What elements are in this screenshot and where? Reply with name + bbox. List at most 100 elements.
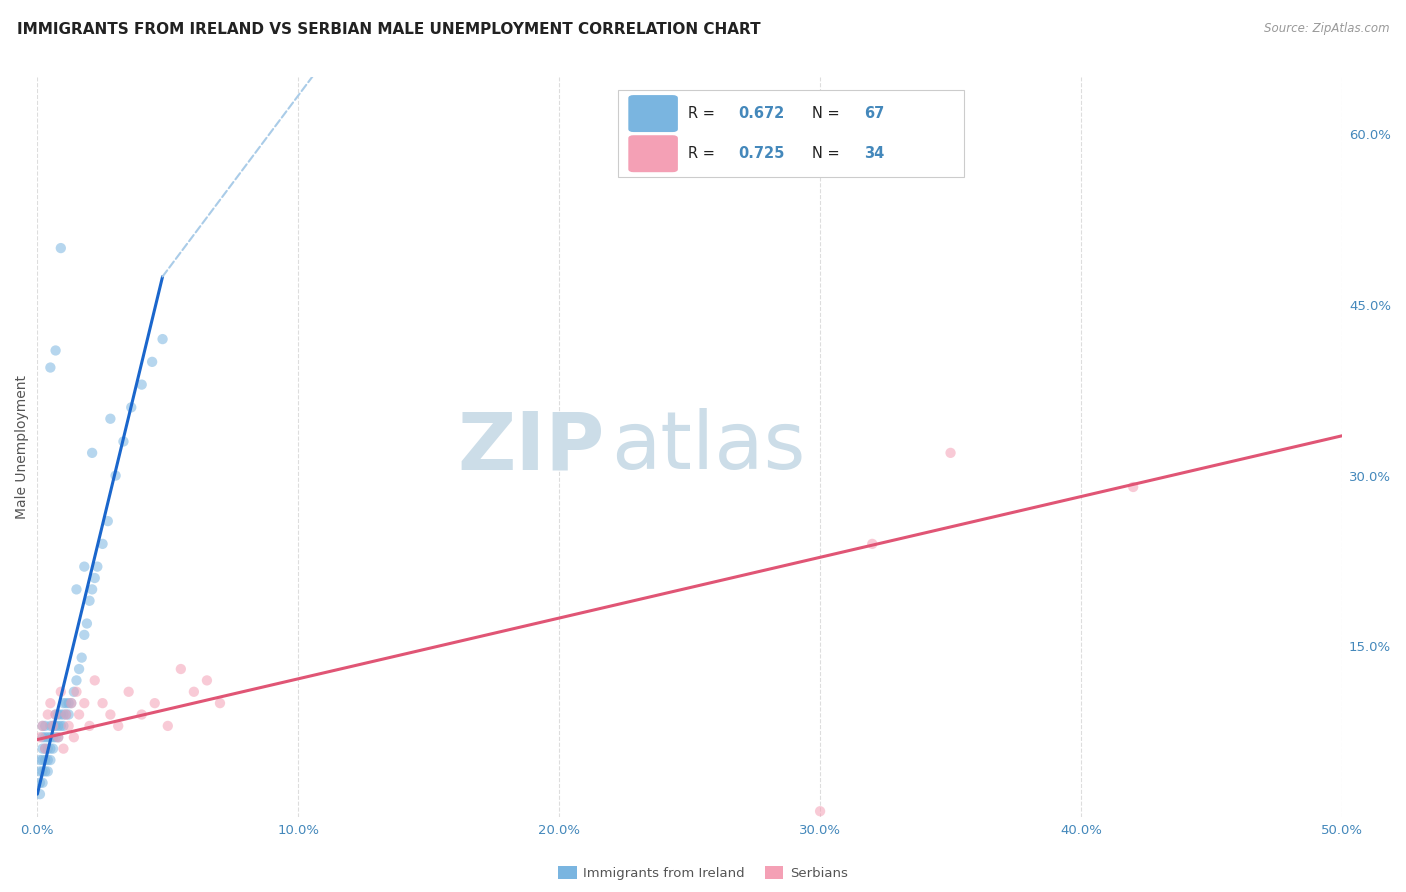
Point bbox=[65, 685, 87, 699]
Point bbox=[131, 377, 153, 392]
Point bbox=[45, 707, 67, 722]
Point bbox=[91, 537, 114, 551]
Text: ZIP: ZIP bbox=[457, 409, 605, 486]
Point bbox=[58, 696, 80, 710]
Point bbox=[143, 696, 166, 710]
Point bbox=[65, 673, 87, 688]
Point bbox=[100, 411, 122, 425]
Point bbox=[46, 707, 69, 722]
Point bbox=[39, 696, 62, 710]
Point bbox=[195, 673, 218, 688]
Point bbox=[70, 650, 93, 665]
Point bbox=[86, 559, 108, 574]
Text: N =: N = bbox=[813, 106, 845, 121]
Text: N =: N = bbox=[813, 146, 845, 161]
Point bbox=[55, 707, 77, 722]
Point bbox=[28, 753, 51, 767]
Point bbox=[183, 685, 205, 699]
Point bbox=[31, 741, 53, 756]
Point bbox=[39, 753, 62, 767]
Point bbox=[73, 559, 96, 574]
Text: Source: ZipAtlas.com: Source: ZipAtlas.com bbox=[1264, 22, 1389, 36]
Point bbox=[45, 707, 67, 722]
Point bbox=[34, 741, 56, 756]
Point bbox=[31, 719, 53, 733]
Point bbox=[34, 719, 56, 733]
FancyBboxPatch shape bbox=[628, 136, 678, 172]
Text: 34: 34 bbox=[865, 146, 884, 161]
Point bbox=[860, 537, 883, 551]
Point bbox=[28, 764, 51, 779]
Point bbox=[118, 685, 141, 699]
Point bbox=[34, 731, 56, 745]
Y-axis label: Male Unemployment: Male Unemployment bbox=[15, 376, 30, 519]
Point bbox=[58, 707, 80, 722]
Point bbox=[67, 707, 90, 722]
Point bbox=[37, 707, 59, 722]
Point bbox=[49, 241, 72, 255]
Point bbox=[49, 707, 72, 722]
Point bbox=[104, 468, 127, 483]
Point bbox=[83, 673, 105, 688]
Point bbox=[39, 719, 62, 733]
Point bbox=[1122, 480, 1144, 494]
Point bbox=[55, 707, 77, 722]
FancyBboxPatch shape bbox=[628, 95, 678, 132]
Point bbox=[37, 764, 59, 779]
Point bbox=[34, 764, 56, 779]
Point bbox=[39, 741, 62, 756]
Point bbox=[73, 628, 96, 642]
FancyBboxPatch shape bbox=[617, 90, 963, 178]
Text: IMMIGRANTS FROM IRELAND VS SERBIAN MALE UNEMPLOYMENT CORRELATION CHART: IMMIGRANTS FROM IRELAND VS SERBIAN MALE … bbox=[17, 22, 761, 37]
Point bbox=[100, 707, 122, 722]
Point bbox=[31, 764, 53, 779]
Point bbox=[60, 696, 83, 710]
Point bbox=[31, 719, 53, 733]
Point bbox=[141, 355, 163, 369]
Point bbox=[46, 731, 69, 745]
Point bbox=[42, 719, 65, 733]
Point bbox=[31, 776, 53, 790]
Legend: Immigrants from Ireland, Serbians: Immigrants from Ireland, Serbians bbox=[553, 861, 853, 886]
Point bbox=[91, 696, 114, 710]
Point bbox=[45, 719, 67, 733]
Text: 0.672: 0.672 bbox=[738, 106, 785, 121]
Point bbox=[808, 804, 831, 818]
Point bbox=[82, 582, 104, 597]
Point bbox=[45, 731, 67, 745]
Point bbox=[52, 741, 75, 756]
Point bbox=[34, 741, 56, 756]
Point bbox=[152, 332, 174, 346]
Point bbox=[79, 719, 101, 733]
Point bbox=[46, 719, 69, 733]
Point bbox=[28, 787, 51, 801]
Point bbox=[46, 731, 69, 745]
Text: 0.725: 0.725 bbox=[738, 146, 785, 161]
Point bbox=[65, 582, 87, 597]
Point bbox=[52, 719, 75, 733]
Point bbox=[76, 616, 98, 631]
Point bbox=[939, 446, 962, 460]
Point bbox=[28, 776, 51, 790]
Point bbox=[156, 719, 179, 733]
Point bbox=[73, 696, 96, 710]
Point bbox=[131, 707, 153, 722]
Point bbox=[49, 719, 72, 733]
Point bbox=[31, 731, 53, 745]
Point bbox=[42, 741, 65, 756]
Text: 67: 67 bbox=[865, 106, 884, 121]
Point bbox=[45, 343, 67, 358]
Text: atlas: atlas bbox=[612, 409, 806, 486]
Point bbox=[107, 719, 129, 733]
Point bbox=[37, 731, 59, 745]
Point bbox=[31, 753, 53, 767]
Point bbox=[37, 741, 59, 756]
Text: R =: R = bbox=[689, 106, 720, 121]
Point bbox=[34, 753, 56, 767]
Text: R =: R = bbox=[689, 146, 720, 161]
Point bbox=[39, 360, 62, 375]
Point bbox=[39, 731, 62, 745]
Point bbox=[79, 593, 101, 607]
Point bbox=[67, 662, 90, 676]
Point bbox=[58, 719, 80, 733]
